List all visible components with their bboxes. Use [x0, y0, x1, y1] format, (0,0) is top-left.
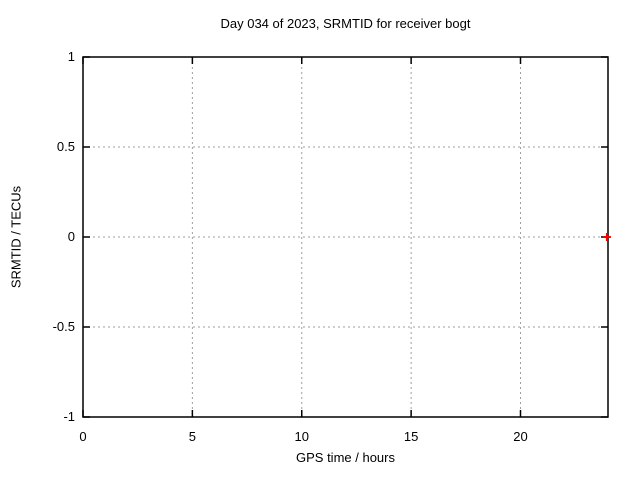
data-points [602, 233, 611, 241]
y-tick-label: -1 [63, 409, 75, 424]
y-tick-label: -0.5 [52, 319, 75, 334]
data-point-marker [602, 233, 611, 241]
y-tick-label: 1 [67, 49, 75, 64]
x-tick-label: 20 [513, 429, 528, 444]
x-axis-title: GPS time / hours [296, 450, 395, 465]
x-tick-label: 15 [403, 429, 419, 444]
y-tick-label: 0.5 [56, 139, 75, 154]
y-tick-label: 0 [67, 229, 75, 244]
chart-title: Day 034 of 2023, SRMTID for receiver bog… [220, 16, 471, 31]
gridlines [83, 57, 608, 417]
x-tick-label: 10 [294, 429, 309, 444]
x-tick-label: 0 [79, 429, 87, 444]
x-tick-label: 5 [188, 429, 196, 444]
